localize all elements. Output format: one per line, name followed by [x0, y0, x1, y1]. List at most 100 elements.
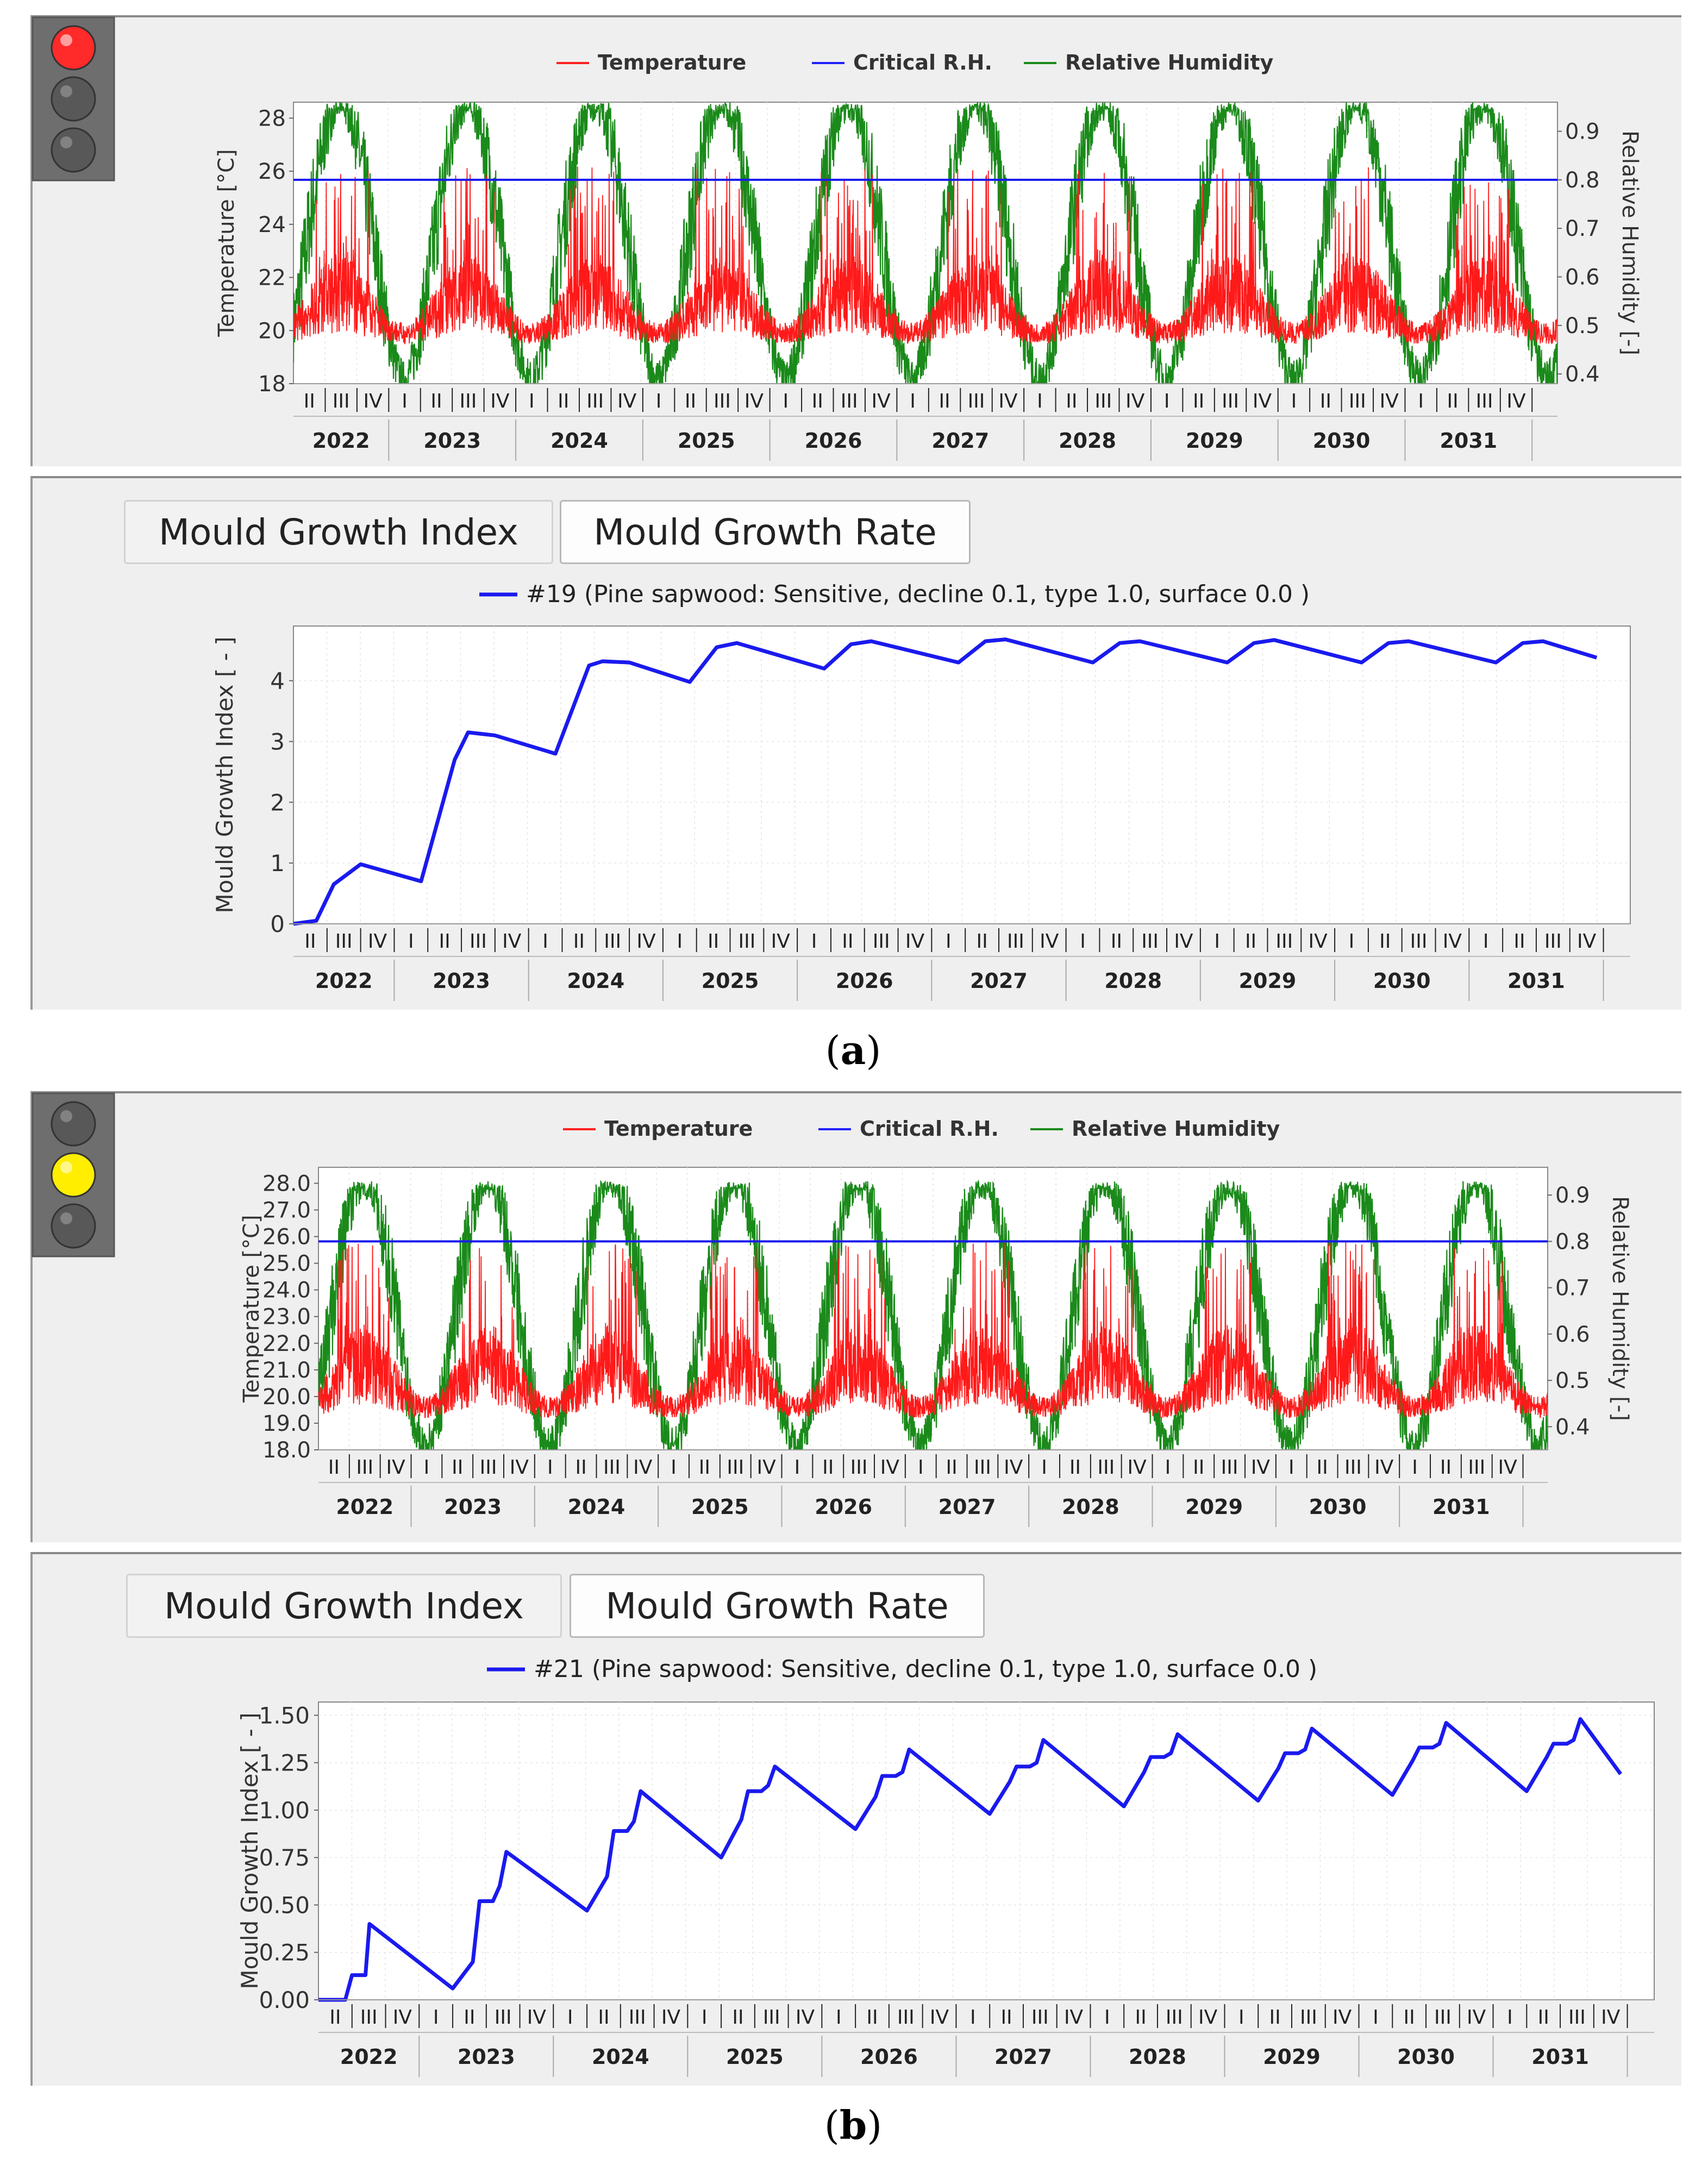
- a-climate-quarter-label: I: [1418, 390, 1424, 412]
- b-climate-year-label: 2031: [1432, 1495, 1490, 1519]
- a-climate-y-right-label: Relative Humidity [-]: [1617, 130, 1642, 355]
- b-climate-quarter-label: II: [575, 1456, 586, 1479]
- b-mould-quarter-label: III: [1300, 2006, 1317, 2029]
- a-climate-quarter-label: I: [1037, 390, 1043, 412]
- tab-mould-growth-index-b[interactable]: Mould Growth Index: [126, 1574, 562, 1638]
- a-climate-quarter-label: III: [1222, 390, 1239, 412]
- a-climate-quarter-label: IV: [1125, 390, 1145, 412]
- b-mould-quarter-label: I: [702, 2006, 708, 2029]
- a-mould-quarter-label: II: [842, 930, 853, 953]
- a-mould-quarter-label: III: [1275, 930, 1293, 953]
- b-climate-quarter-label: IV: [1498, 1456, 1517, 1479]
- b-mould-y-tick: 0.75: [259, 1844, 310, 1871]
- a-climate-y-right-tick: 0.6: [1565, 265, 1600, 290]
- b-mould-quarter-label: I: [1507, 2006, 1513, 2029]
- b-climate-quarter-label: I: [794, 1456, 800, 1479]
- b-climate-y-right-tick: 0.5: [1555, 1368, 1590, 1393]
- b-climate-quarter-label: IV: [1251, 1456, 1271, 1479]
- b-climate-y-right-label: Relative Humidity [-]: [1607, 1196, 1632, 1421]
- b-climate-y-left-tick: 18.0: [262, 1438, 311, 1463]
- b-climate-y-left-tick: 22.0: [262, 1331, 311, 1356]
- a-climate-quarter-label: IV: [1506, 390, 1526, 412]
- a-mould-quarter-label: IV: [1443, 930, 1462, 953]
- b-climate-quarter-label: I: [1165, 1456, 1171, 1479]
- b-mould-quarter-label: II: [1135, 2006, 1146, 2029]
- b-mould-quarter-label: II: [1000, 2006, 1012, 2029]
- a-climate-quarter-label: IV: [998, 390, 1018, 412]
- a-mould-quarter-label: III: [1410, 930, 1428, 953]
- b-mould-quarter-label: IV: [527, 2006, 547, 2029]
- a-climate-y-right-tick: 0.5: [1565, 314, 1600, 339]
- b-climate-quarter-label: IV: [386, 1456, 405, 1479]
- a-climate-year-label: 2027: [931, 429, 989, 453]
- b-mould-y-label: Mould Growth Index [ - ]: [236, 1712, 263, 1989]
- b-climate-year-label: 2027: [939, 1495, 996, 1519]
- a-climate-quarter-label: II: [685, 390, 696, 412]
- b-light-green-off: [51, 1203, 96, 1249]
- b-mould-quarter-label: II: [1538, 2006, 1549, 2029]
- b-climate-quarter-label: IV: [633, 1456, 653, 1479]
- a-light-yellow-off: [51, 76, 96, 122]
- a-climate-y-left-tick: 18: [258, 372, 286, 397]
- a-mould-quarter-label: IV: [1040, 930, 1059, 953]
- b-mould-quarter-label: II: [1404, 2006, 1415, 2029]
- a-climate-quarter-label: IV: [490, 390, 510, 412]
- b-mould-quarter-label: III: [360, 2006, 378, 2029]
- b-climate-quarter-label: IV: [880, 1456, 900, 1479]
- a-mould-quarter-label: III: [604, 930, 621, 953]
- b-light-red-off: [51, 1101, 96, 1147]
- b-climate-quarter-label: III: [1468, 1456, 1485, 1479]
- tab-mould-growth-rate-a[interactable]: Mould Growth Rate: [560, 500, 971, 564]
- tab-mould-growth-index-a[interactable]: Mould Growth Index: [124, 500, 553, 564]
- a-climate-quarter-label: II: [430, 390, 442, 412]
- b-climate-legend-label: Relative Humidity: [1072, 1117, 1280, 1141]
- a-climate-quarter-label: II: [558, 390, 569, 412]
- a-light-glint: [60, 85, 72, 97]
- a-mould-quarter-label: IV: [368, 930, 387, 953]
- a-climate-y-right-tick: 0.8: [1565, 168, 1600, 193]
- b-mould-year-label: 2023: [458, 2045, 515, 2069]
- a-climate-quarter-label: III: [714, 390, 731, 412]
- a-climate-y-left-tick: 22: [258, 266, 286, 291]
- a-mould-quarter-label: II: [1379, 930, 1391, 953]
- a-climate-quarter-label: II: [1193, 390, 1204, 412]
- b-climate-quarter-label: IV: [1127, 1456, 1147, 1479]
- a-mould-quarter-label: II: [1245, 930, 1256, 953]
- b-climate-quarter-label: III: [850, 1456, 868, 1479]
- a-mould-quarter-label: III: [1544, 930, 1562, 953]
- b-mould-quarter-label: I: [1104, 2006, 1110, 2029]
- b-mould-quarter-label: IV: [661, 2006, 681, 2029]
- a-mould-quarter-label: I: [542, 930, 548, 953]
- a-mould-quarter-label: I: [811, 930, 817, 953]
- a-mould-year-label: 2023: [433, 969, 490, 993]
- a-mould-quarter-label: III: [738, 930, 755, 953]
- tab-mould-growth-rate-b[interactable]: Mould Growth Rate: [570, 1574, 985, 1638]
- a-climate-y-left-tick: 24: [258, 212, 286, 237]
- b-mould-quarter-label: III: [763, 2006, 780, 2029]
- a-mould-year-label: 2029: [1239, 969, 1297, 993]
- b-climate-y-left-tick: 23.0: [262, 1305, 311, 1330]
- a-mould-legend-label: #19 (Pine sapwood: Sensitive, decline 0.…: [526, 580, 1310, 608]
- b-mould-quarter-label: III: [897, 2006, 915, 2029]
- b-climate-quarter-label: IV: [756, 1456, 776, 1479]
- a-mould-year-label: 2027: [970, 969, 1028, 993]
- b-climate-y-left-tick: 27.0: [262, 1198, 311, 1223]
- a-climate-quarter-label: III: [1349, 390, 1366, 412]
- a-mould-quarter-label: I: [1080, 930, 1086, 953]
- b-mould-y-tick: 0.50: [259, 1892, 310, 1918]
- a-mould-quarter-label: II: [1513, 930, 1525, 953]
- b-climate-quarter-label: III: [603, 1456, 621, 1479]
- b-mould-quarter-label: I: [1373, 2006, 1379, 2029]
- a-climate-quarter-label: IV: [1253, 390, 1272, 412]
- a-climate-quarter-label: I: [1164, 390, 1170, 412]
- b-climate-y-left-tick: 25.0: [262, 1252, 311, 1277]
- a-mould-quarter-label: II: [304, 930, 316, 953]
- a-mould-quarter-label: II: [573, 930, 585, 953]
- b-climate-quarter-label: II: [1440, 1456, 1452, 1479]
- b-mould-year-label: 2027: [994, 2045, 1052, 2069]
- b-mould-year-label: 2030: [1397, 2045, 1455, 2069]
- b-climate-series-group: [318, 1179, 1548, 1450]
- a-mould-year-label: 2031: [1507, 969, 1565, 993]
- a-mould-year-label: 2025: [702, 969, 759, 993]
